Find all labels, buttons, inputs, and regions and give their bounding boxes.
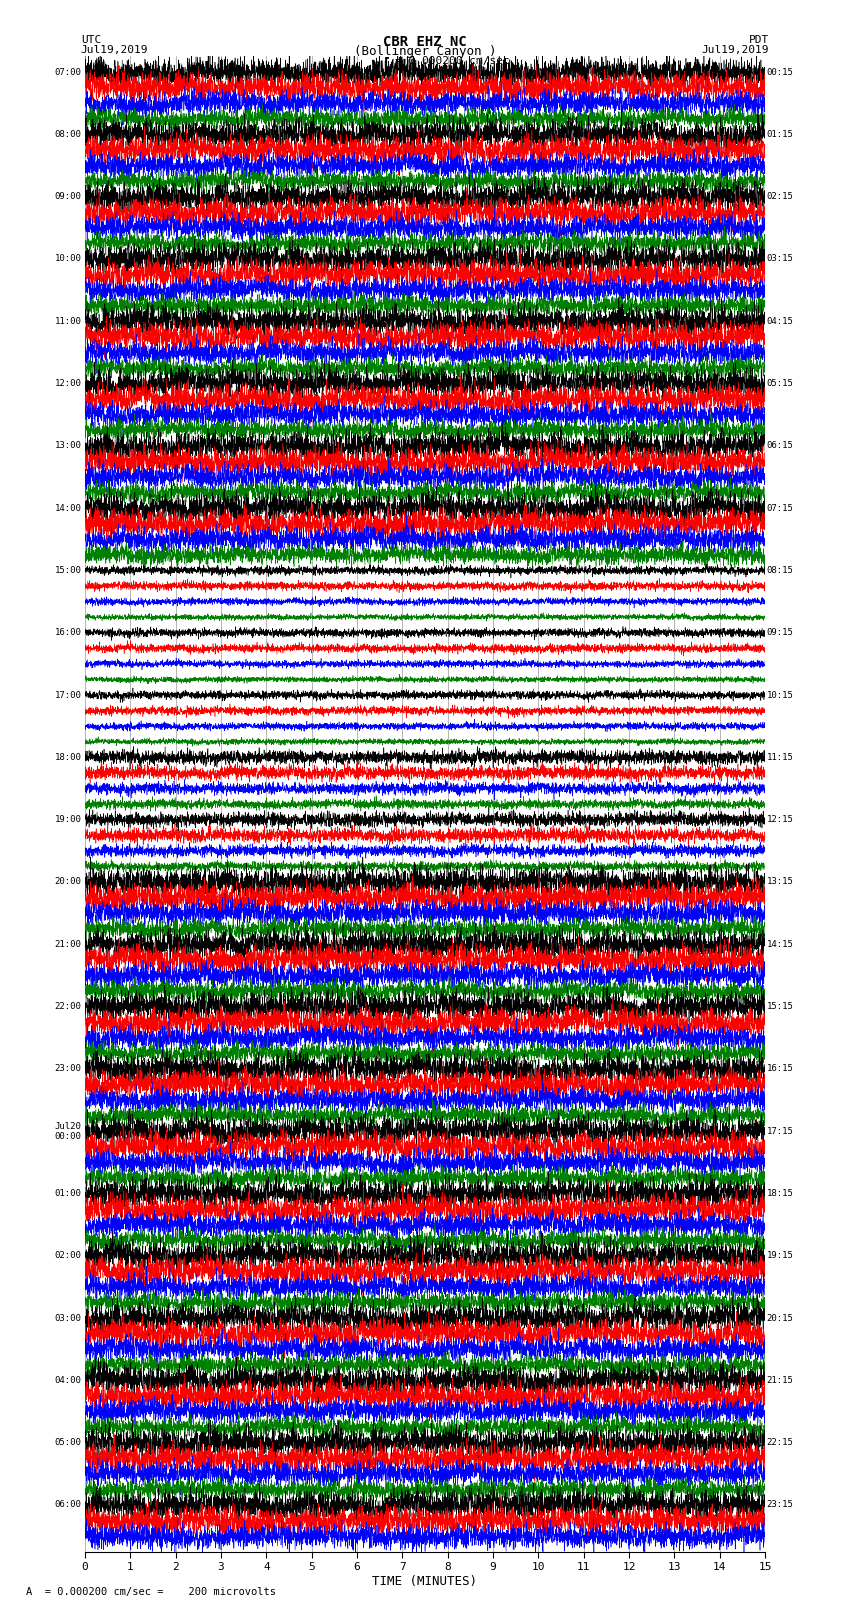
- Text: 07:15: 07:15: [767, 503, 793, 513]
- Text: 00:15: 00:15: [767, 68, 793, 76]
- Text: 10:15: 10:15: [767, 690, 793, 700]
- Text: 09:15: 09:15: [767, 627, 793, 637]
- Text: 11:15: 11:15: [767, 753, 793, 761]
- Text: 01:00: 01:00: [54, 1189, 82, 1198]
- Text: 02:15: 02:15: [767, 192, 793, 202]
- Text: 15:00: 15:00: [54, 566, 82, 574]
- Text: 21:00: 21:00: [54, 940, 82, 948]
- Text: 07:00: 07:00: [54, 68, 82, 76]
- Text: 23:00: 23:00: [54, 1065, 82, 1073]
- Text: 12:00: 12:00: [54, 379, 82, 389]
- Text: 21:15: 21:15: [767, 1376, 793, 1386]
- Text: 08:00: 08:00: [54, 129, 82, 139]
- Text: Jul19,2019: Jul19,2019: [702, 45, 769, 55]
- Text: [: [: [382, 56, 391, 71]
- Text: CBR EHZ NC: CBR EHZ NC: [383, 35, 467, 50]
- Text: 16:00: 16:00: [54, 627, 82, 637]
- Text: 13:00: 13:00: [54, 442, 82, 450]
- Text: 12:15: 12:15: [767, 815, 793, 824]
- Text: 04:15: 04:15: [767, 316, 793, 326]
- Text: 06:15: 06:15: [767, 442, 793, 450]
- Text: 17:00: 17:00: [54, 690, 82, 700]
- Text: 22:00: 22:00: [54, 1002, 82, 1011]
- Text: 14:00: 14:00: [54, 503, 82, 513]
- Text: 03:00: 03:00: [54, 1313, 82, 1323]
- Text: 18:15: 18:15: [767, 1189, 793, 1198]
- Text: (Bollinger Canyon ): (Bollinger Canyon ): [354, 45, 496, 58]
- Text: 02:00: 02:00: [54, 1252, 82, 1260]
- Text: 17:15: 17:15: [767, 1126, 793, 1136]
- Text: 10:00: 10:00: [54, 255, 82, 263]
- Text: = 0.000200 cm/sec: = 0.000200 cm/sec: [395, 56, 510, 66]
- Text: UTC: UTC: [81, 35, 101, 45]
- Text: Jul19,2019: Jul19,2019: [81, 45, 148, 55]
- Text: 09:00: 09:00: [54, 192, 82, 202]
- Text: 19:00: 19:00: [54, 815, 82, 824]
- Text: 05:00: 05:00: [54, 1439, 82, 1447]
- Text: PDT: PDT: [749, 35, 769, 45]
- Text: 01:15: 01:15: [767, 129, 793, 139]
- Text: 13:15: 13:15: [767, 877, 793, 887]
- Text: 11:00: 11:00: [54, 316, 82, 326]
- Text: 20:15: 20:15: [767, 1313, 793, 1323]
- Text: 04:00: 04:00: [54, 1376, 82, 1386]
- Text: 15:15: 15:15: [767, 1002, 793, 1011]
- Text: 18:00: 18:00: [54, 753, 82, 761]
- Text: 05:15: 05:15: [767, 379, 793, 389]
- Text: 22:15: 22:15: [767, 1439, 793, 1447]
- Text: 03:15: 03:15: [767, 255, 793, 263]
- Text: Jul20
00:00: Jul20 00:00: [54, 1121, 82, 1140]
- Text: 14:15: 14:15: [767, 940, 793, 948]
- Text: 16:15: 16:15: [767, 1065, 793, 1073]
- Text: A  = 0.000200 cm/sec =    200 microvolts: A = 0.000200 cm/sec = 200 microvolts: [26, 1587, 275, 1597]
- Text: 19:15: 19:15: [767, 1252, 793, 1260]
- Text: 20:00: 20:00: [54, 877, 82, 887]
- Text: 23:15: 23:15: [767, 1500, 793, 1510]
- Text: 08:15: 08:15: [767, 566, 793, 574]
- Text: 06:00: 06:00: [54, 1500, 82, 1510]
- X-axis label: TIME (MINUTES): TIME (MINUTES): [372, 1574, 478, 1587]
